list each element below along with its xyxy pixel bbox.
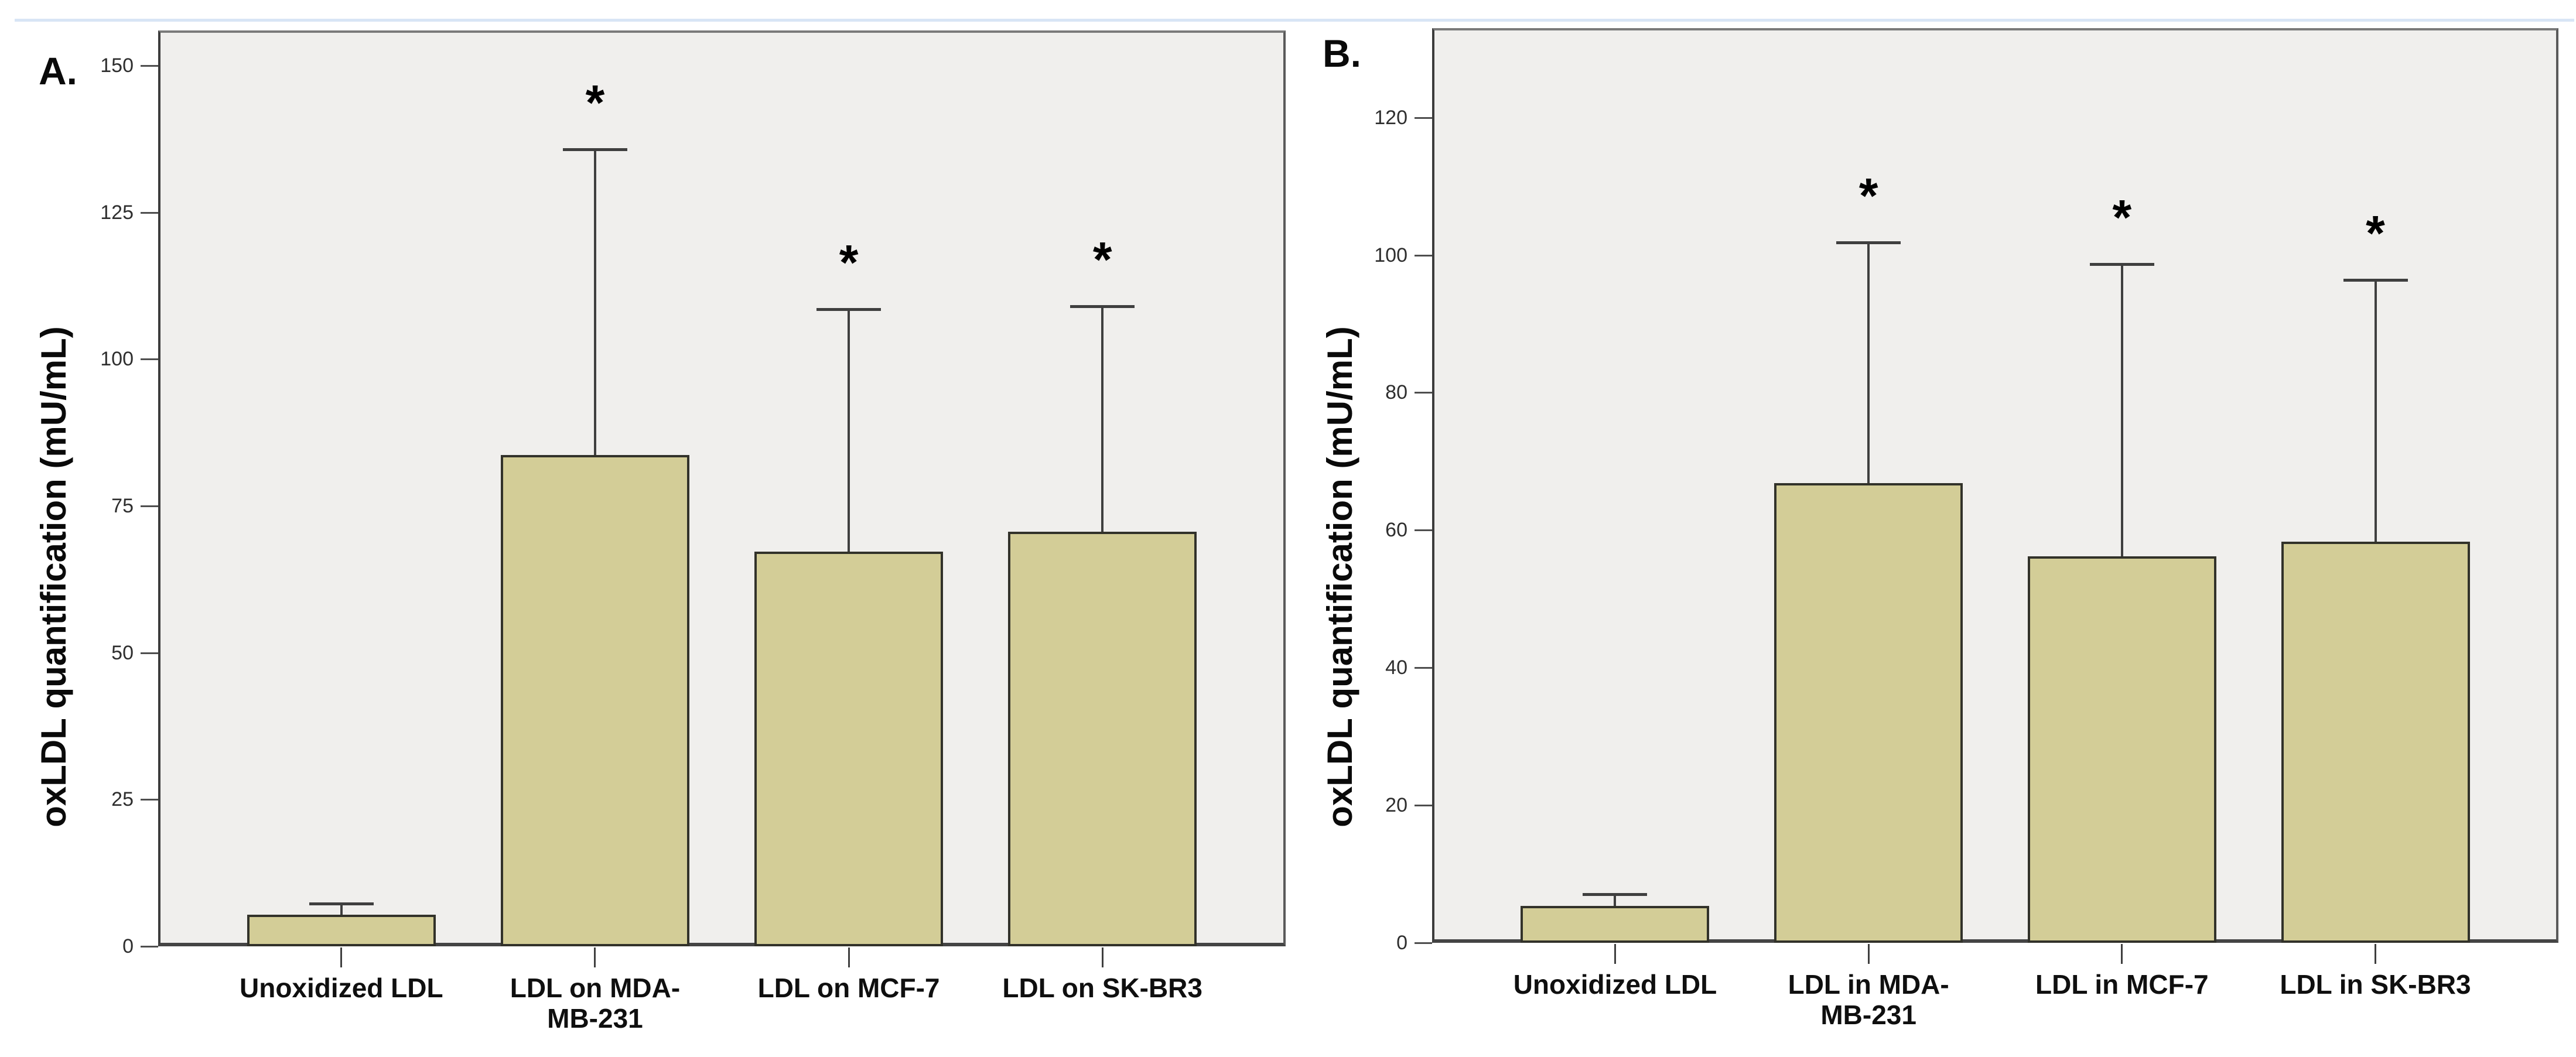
x-category-label: LDL in SK-BR3 <box>2280 969 2471 1000</box>
y-tick-mark <box>141 652 158 654</box>
bar-b1 <box>1521 905 1710 943</box>
x-tick-mark <box>848 947 850 967</box>
error-bar-stem <box>340 903 343 915</box>
top-highlight-stripe <box>15 19 2574 22</box>
x-category-label: LDL on SK-BR3 <box>1002 973 1202 1003</box>
y-tick-mark <box>1415 392 1432 394</box>
x-category-label: LDL on MCF-7 <box>757 973 940 1003</box>
bar-a1 <box>247 914 436 946</box>
y-tick-mark <box>1415 667 1432 669</box>
bar-b4 <box>2281 542 2470 943</box>
y-tick-mark <box>141 358 158 361</box>
y-tick-label: 50 <box>111 641 134 664</box>
bar-b3 <box>2027 556 2216 943</box>
error-bar-cap <box>309 902 374 905</box>
significance-asterisk: * <box>1092 232 1112 288</box>
bar-a3 <box>754 552 944 946</box>
y-tick-mark <box>141 946 158 947</box>
error-bar-cap <box>1836 241 1901 245</box>
error-bar-cap <box>562 148 627 151</box>
bar-a2 <box>500 454 689 946</box>
y-tick-mark <box>141 211 158 214</box>
error-bar-cap <box>2343 278 2408 282</box>
y-tick-label: 20 <box>1385 794 1407 817</box>
y-tick-mark <box>1415 117 1432 119</box>
error-bar-stem <box>1614 894 1617 906</box>
y-tick-label: 100 <box>1374 244 1407 266</box>
significance-asterisk: * <box>839 235 859 290</box>
y-tick-label: 80 <box>1385 381 1407 404</box>
x-tick-mark <box>340 947 343 967</box>
x-category-label: LDL in MDA- MB-231 <box>1788 969 1949 1030</box>
error-bar-stem <box>2120 264 2123 556</box>
y-tick-label: 75 <box>111 495 134 518</box>
panel-a-label: A. <box>39 49 77 93</box>
y-tick-mark <box>141 505 158 508</box>
y-tick-label: 100 <box>100 348 134 371</box>
x-tick-mark <box>1614 944 1616 964</box>
x-tick-mark <box>1867 944 1870 964</box>
x-category-label: Unoxidized LDL <box>240 973 443 1003</box>
x-category-label: LDL in MCF-7 <box>2035 969 2209 1000</box>
y-tick-label: 60 <box>1385 519 1407 542</box>
y-tick-label: 150 <box>100 54 134 77</box>
error-bar-stem <box>1101 306 1104 532</box>
error-bar-cap <box>1583 892 1648 896</box>
y-tick-label: 0 <box>1396 932 1407 954</box>
y-tick-mark <box>1415 805 1432 807</box>
panel-b-label: B. <box>1323 32 1361 75</box>
error-bar-cap <box>816 308 882 312</box>
panel-a-y-axis-title: oxLDL quantification (mU/mL) <box>34 326 73 827</box>
x-tick-mark <box>1101 947 1103 967</box>
x-category-label: LDL on MDA- MB-231 <box>510 973 681 1034</box>
bar-b2 <box>1774 483 1963 943</box>
error-bar-stem <box>848 309 850 552</box>
y-tick-label: 120 <box>1374 106 1407 129</box>
y-tick-mark <box>1415 254 1432 256</box>
bar-a4 <box>1008 532 1197 946</box>
x-tick-mark <box>594 947 596 967</box>
x-tick-mark <box>2121 944 2123 964</box>
y-tick-mark <box>141 799 158 801</box>
significance-asterisk: * <box>2112 189 2132 245</box>
error-bar-cap <box>2089 262 2154 266</box>
significance-asterisk: * <box>585 74 605 130</box>
y-tick-label: 0 <box>122 935 134 957</box>
y-tick-label: 40 <box>1385 656 1407 679</box>
y-tick-mark <box>1415 529 1432 532</box>
y-tick-mark <box>1415 942 1432 944</box>
error-bar-stem <box>593 149 596 455</box>
y-tick-label: 125 <box>100 201 134 224</box>
y-tick-label: 25 <box>111 788 134 811</box>
error-bar-cap <box>1070 305 1135 309</box>
significance-asterisk: * <box>2366 205 2385 261</box>
error-bar-stem <box>1867 242 1870 484</box>
significance-asterisk: * <box>1858 168 1878 224</box>
x-tick-mark <box>2375 944 2376 964</box>
x-category-label: Unoxidized LDL <box>1513 969 1717 1000</box>
error-bar-stem <box>2374 279 2377 542</box>
y-tick-mark <box>141 65 158 67</box>
